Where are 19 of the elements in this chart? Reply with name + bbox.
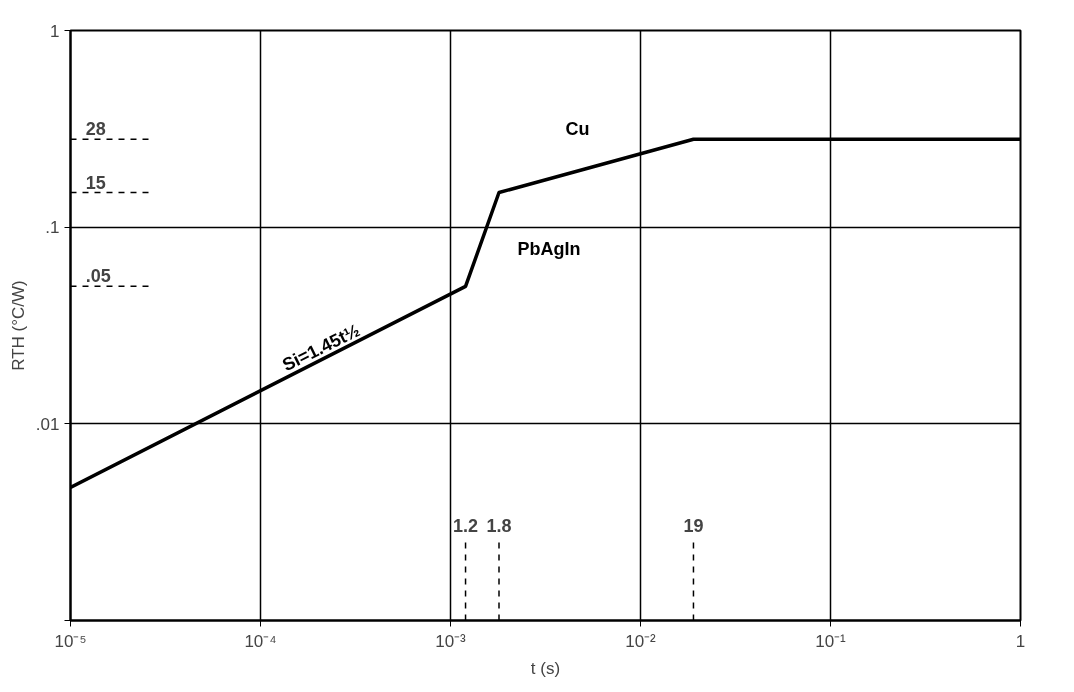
y-tick-label: .1 xyxy=(45,218,60,238)
ref-line-label: 28 xyxy=(85,119,106,140)
annotation: Cu xyxy=(565,118,590,139)
x-tick-label: 10⁻¹ xyxy=(815,631,847,651)
ref-line-label: .05 xyxy=(85,266,111,287)
x-tick-label: 10⁻⁵ xyxy=(54,631,87,651)
x-axis-title: t (s) xyxy=(530,658,561,678)
x-tick-label: 10⁻³ xyxy=(435,631,467,651)
x-tick-label: 10⁻² xyxy=(625,631,657,651)
y-axis-title: RTH (°C/W) xyxy=(8,280,28,371)
ref-line-label: 1.8 xyxy=(486,516,512,536)
ref-line-label: 19 xyxy=(683,516,704,536)
annotation: PbAgIn xyxy=(517,238,581,259)
x-tick-label: 10⁻⁴ xyxy=(244,631,277,651)
ref-line-label: 1.2 xyxy=(453,516,479,536)
ref-line-label: 15 xyxy=(85,172,106,193)
y-tick-label: .01 xyxy=(35,414,60,434)
x-tick-label: 1 xyxy=(1015,631,1026,651)
y-tick-label: 1 xyxy=(50,21,60,41)
